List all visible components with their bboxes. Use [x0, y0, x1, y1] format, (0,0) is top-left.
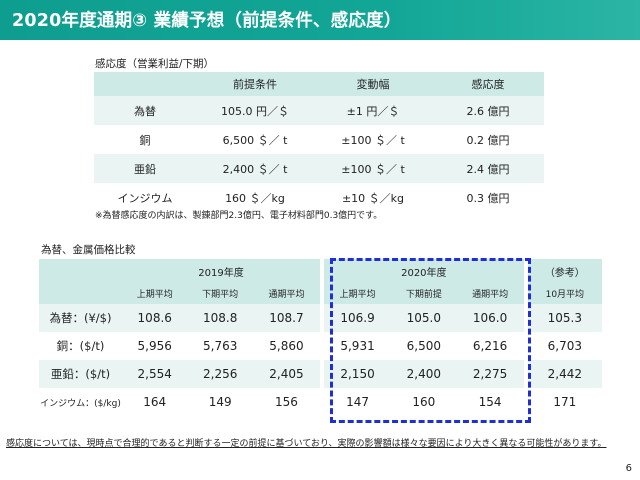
- header-cell: 感応度: [432, 72, 544, 96]
- table-cell: 156: [252, 388, 325, 416]
- row-label: 亜鉛：($/t): [39, 360, 122, 388]
- table-cell: 2,275: [456, 360, 528, 388]
- year-header-reference: （参考）: [525, 259, 602, 283]
- header-cell: 変動幅: [314, 72, 432, 96]
- prices-table: 2019年度 2020年度 （参考） 上期平均 下期平均 通期平均 上期平均 下…: [39, 259, 602, 416]
- table-row: 為替：(¥/$) 108.6 108.8 108.7 106.9 105.0 1…: [39, 304, 602, 332]
- table-cell: ±1 円／＄: [314, 96, 432, 125]
- table-cell: 2,400: [391, 360, 457, 388]
- table-row: 銅 6,500 ＄／ t ±100 ＄／ t 0.2 億円: [94, 125, 544, 154]
- table-cell: 147: [322, 388, 392, 416]
- table-cell: 6,216: [456, 332, 528, 360]
- table-cell: 2,405: [252, 360, 325, 388]
- table-cell: ±100 ＄／ t: [314, 125, 432, 154]
- table-cell: 160: [391, 388, 457, 416]
- footnote: 感応度については、現時点で合理的であると判断する一定の前提に基づいており、実際の…: [6, 439, 607, 449]
- row-label: 銅: [94, 125, 196, 154]
- table-cell: 108.7: [252, 304, 325, 332]
- corner-cell: [39, 259, 122, 304]
- sensitivity-table: 前提条件 変動幅 感応度 為替 105.0 円／＄ ±1 円／＄ 2.6 億円 …: [94, 72, 544, 212]
- table-cell: 2,400 ＄／ t: [196, 154, 314, 183]
- year-header-2020: 2020年度: [322, 259, 528, 283]
- page-number: 6: [625, 463, 632, 474]
- year-header-2019: 2019年度: [122, 259, 324, 283]
- table-cell: 106.9: [322, 304, 392, 332]
- row-label: インジウム: [94, 183, 196, 212]
- table-cell: 5,860: [252, 332, 325, 360]
- table-cell: 6,703: [525, 332, 602, 360]
- row-label: 銅：($/t): [39, 332, 122, 360]
- table-cell: ±10 ＄／kg: [314, 183, 432, 212]
- row-label: 為替：(¥/$): [39, 304, 122, 332]
- row-label: インジウム：($/kg): [39, 388, 122, 416]
- table-cell: 2,150: [322, 360, 392, 388]
- sub-header: 上期平均: [122, 283, 188, 304]
- table-cell: 0.3 億円: [432, 183, 544, 212]
- table-cell: 2,442: [525, 360, 602, 388]
- table-cell: ±100 ＄／ t: [314, 154, 432, 183]
- table-row: 亜鉛：($/t) 2,554 2,256 2,405 2,150 2,400 2…: [39, 360, 602, 388]
- sub-header-row: 上期平均 下期平均 通期平均 上期平均 下期前提 通期平均 10月平均: [39, 283, 602, 304]
- table-row: 為替 105.0 円／＄ ±1 円／＄ 2.6 億円: [94, 96, 544, 125]
- table-cell: 6,500 ＄／ t: [196, 125, 314, 154]
- table-cell: 5,931: [322, 332, 392, 360]
- table-cell: 5,956: [122, 332, 188, 360]
- sub-header: 上期平均: [322, 283, 392, 304]
- slide-header: 2020年度通期③ 業績予想（前提条件、感応度）: [0, 0, 640, 40]
- table-cell: 6,500: [391, 332, 457, 360]
- table-cell: 105.0 円／＄: [196, 96, 314, 125]
- table-cell: 106.0: [456, 304, 528, 332]
- table-cell: 2.4 億円: [432, 154, 544, 183]
- table-cell: 105.0: [391, 304, 457, 332]
- table-cell: 171: [525, 388, 602, 416]
- table-cell: 2,256: [187, 360, 253, 388]
- table-header-row: 前提条件 変動幅 感応度: [94, 72, 544, 96]
- table-cell: 154: [456, 388, 528, 416]
- table-cell: 160 ＄／kg: [196, 183, 314, 212]
- table-cell: 2.6 億円: [432, 96, 544, 125]
- table-row: 銅：($/t) 5,956 5,763 5,860 5,931 6,500 6,…: [39, 332, 602, 360]
- table-cell: 105.3: [525, 304, 602, 332]
- table-cell: 149: [187, 388, 253, 416]
- table-row: 亜鉛 2,400 ＄／ t ±100 ＄／ t 2.4 億円: [94, 154, 544, 183]
- sub-header: 通期平均: [456, 283, 528, 304]
- sensitivity-caption: 感応度（営業利益/下期）: [95, 58, 215, 70]
- table-row: インジウム 160 ＄／kg ±10 ＄／kg 0.3 億円: [94, 183, 544, 212]
- table-row: インジウム：($/kg) 164 149 156 147 160 154 171: [39, 388, 602, 416]
- header-cell: 前提条件: [196, 72, 314, 96]
- table-cell: 0.2 億円: [432, 125, 544, 154]
- header-cell: [94, 72, 196, 96]
- slide-title: 2020年度通期③ 業績予想（前提条件、感応度）: [12, 11, 402, 31]
- table-cell: 5,763: [187, 332, 253, 360]
- row-label: 亜鉛: [94, 154, 196, 183]
- table-cell: 108.6: [122, 304, 188, 332]
- prices-caption: 為替、金属価格比較: [41, 244, 136, 256]
- table-cell: 2,554: [122, 360, 188, 388]
- year-header-row: 2019年度 2020年度 （参考）: [39, 259, 602, 304]
- table-cell: 108.8: [187, 304, 253, 332]
- sub-header: 下期前提: [391, 283, 457, 304]
- sub-header: 10月平均: [525, 283, 602, 304]
- sub-header: 通期平均: [252, 283, 325, 304]
- sub-header: 下期平均: [187, 283, 253, 304]
- row-label: 為替: [94, 96, 196, 125]
- sensitivity-note: ※為替感応度の内訳は、製錬部門2.3億円、電子材料部門0.3億円です。: [95, 211, 383, 221]
- table-cell: 164: [122, 388, 188, 416]
